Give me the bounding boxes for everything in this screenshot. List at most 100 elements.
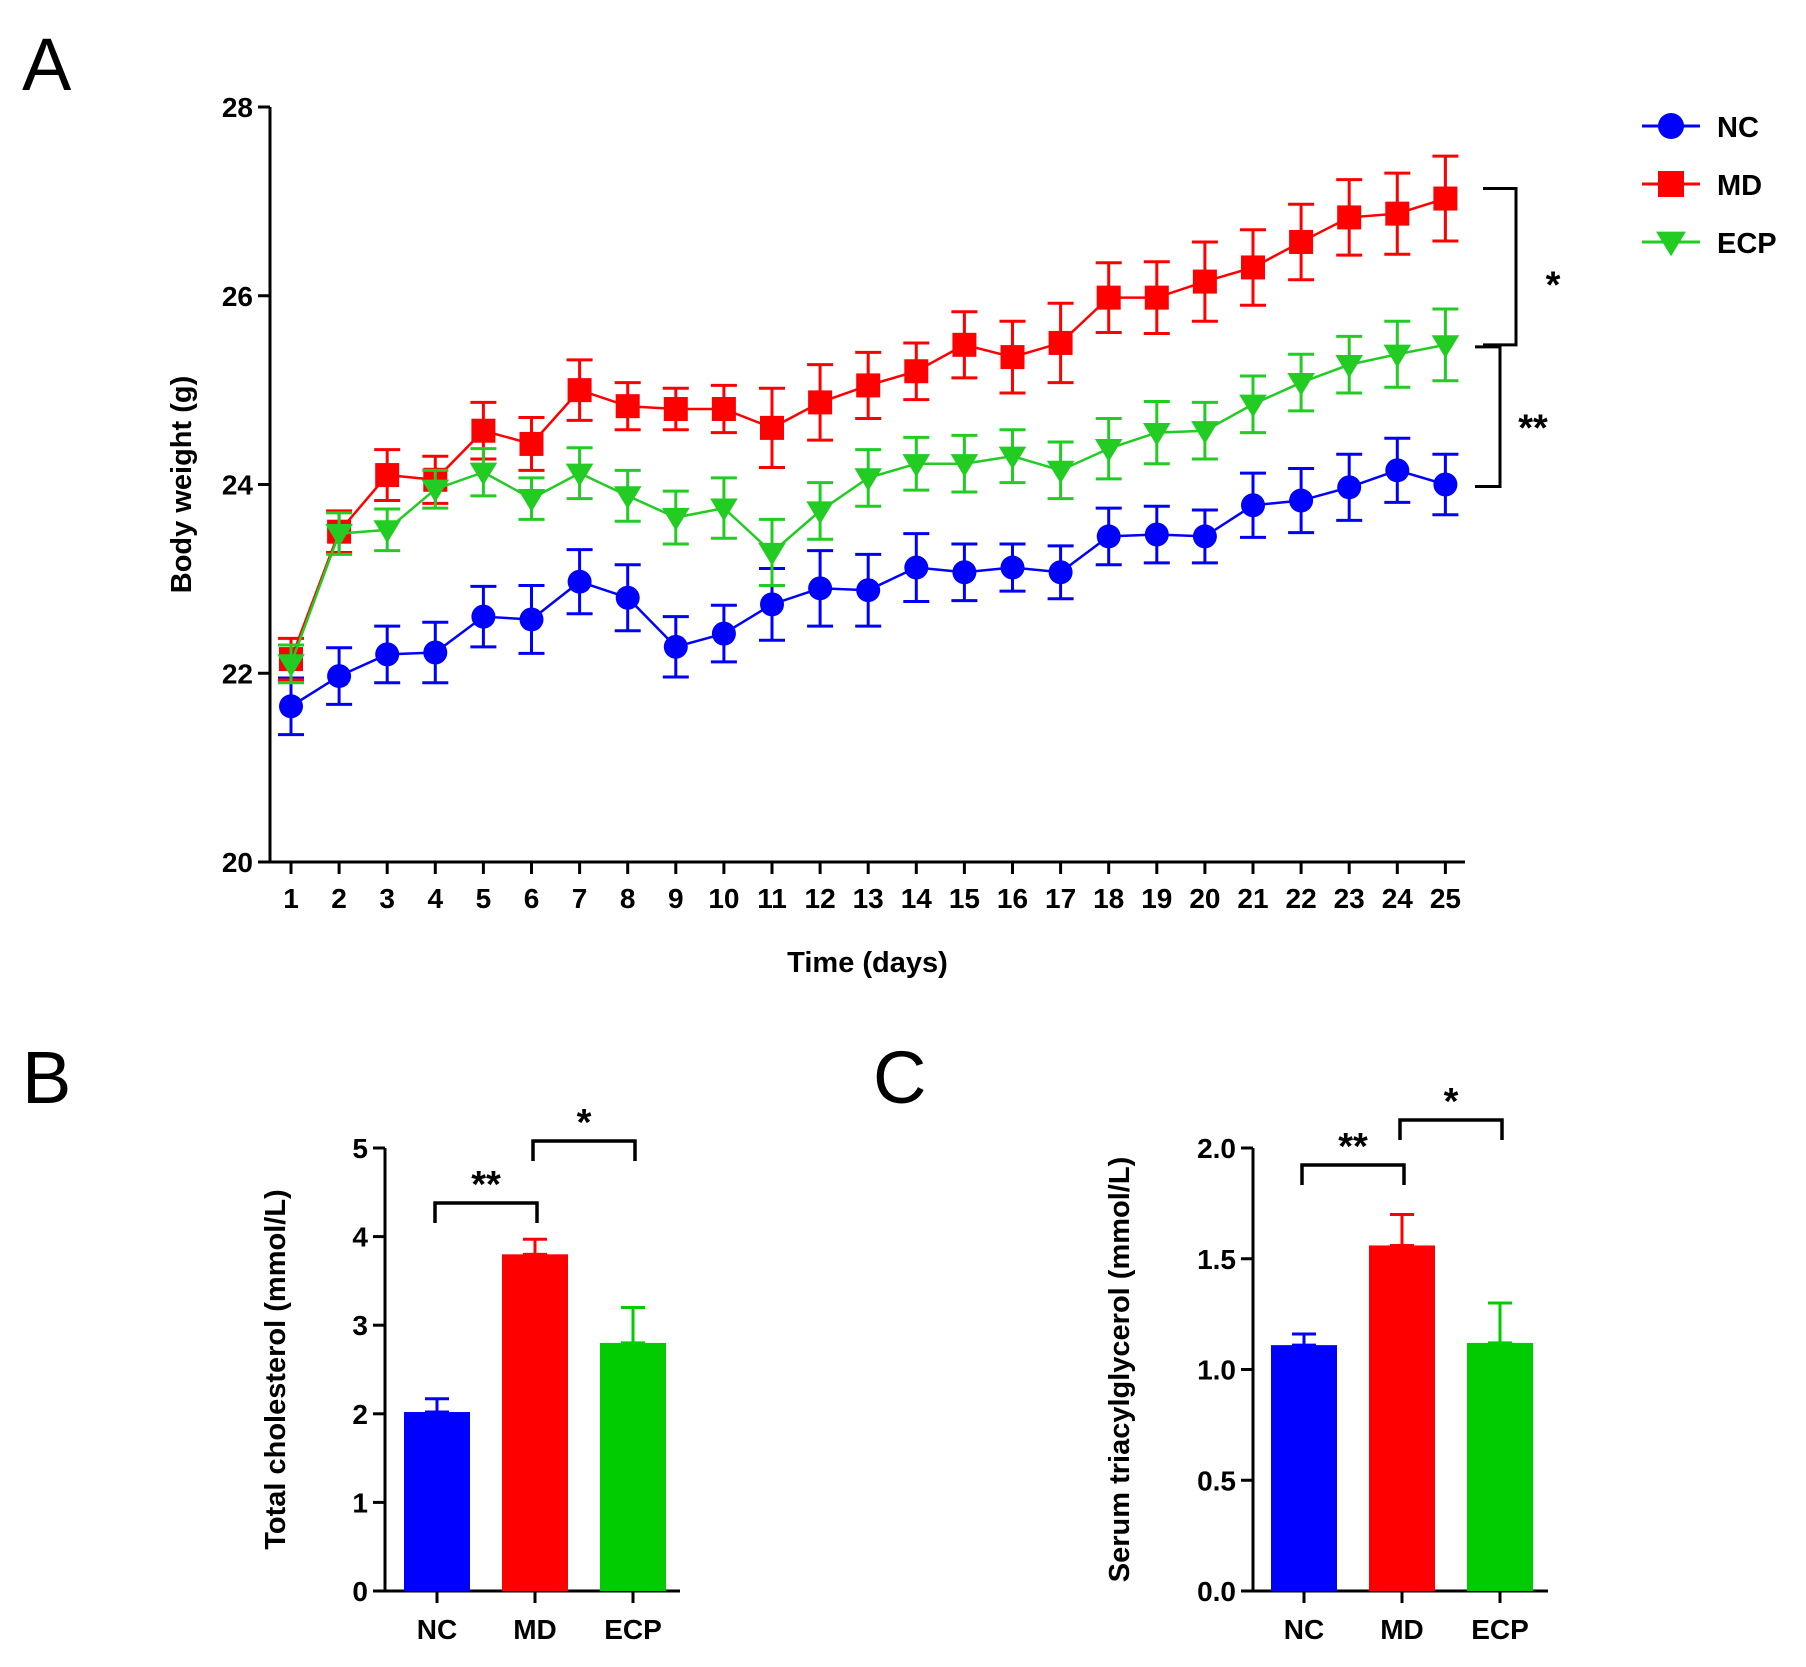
data-point	[904, 359, 929, 384]
data-point	[1385, 201, 1410, 226]
x-tick-label: 19	[1141, 883, 1172, 914]
data-point	[277, 654, 305, 678]
x-tick-label: 10	[708, 883, 739, 914]
data-point	[375, 463, 400, 488]
legend-marker	[1658, 171, 1684, 197]
error-bar	[1488, 1301, 1512, 1345]
x-tick-label: 3	[379, 883, 395, 914]
y-tick-label: 1.5	[1197, 1244, 1236, 1275]
x-tick-label: 18	[1093, 883, 1124, 914]
x-tick-label: 12	[805, 883, 836, 914]
significance-bracket	[531, 1139, 637, 1161]
significance-label: **	[471, 1164, 501, 1206]
data-point	[1433, 186, 1458, 211]
data-point	[711, 621, 736, 646]
data-point	[1335, 355, 1363, 378]
data-point	[854, 468, 882, 492]
legend-label: MD	[1717, 170, 1762, 202]
y-axis-title: Serum triacylglycerol (mmol/L)	[1104, 1157, 1136, 1582]
panel-label-a: A	[22, 23, 72, 106]
data-point	[375, 642, 400, 667]
series-md	[278, 154, 1459, 682]
data-point	[952, 560, 977, 585]
data-point	[567, 378, 592, 403]
x-tick-label: 13	[853, 883, 884, 914]
y-tick-label: 4	[352, 1222, 368, 1253]
legend-item-nc: NC	[1642, 112, 1759, 144]
legend-marker	[1658, 113, 1684, 139]
y-axis-title: Body weight (g)	[166, 376, 198, 593]
legend-item-md: MD	[1642, 170, 1762, 202]
data-point	[469, 462, 498, 486]
data-point	[808, 390, 833, 415]
data-point	[760, 415, 784, 440]
data-point	[613, 486, 642, 510]
significance-label: **	[1518, 408, 1548, 450]
legend-marker	[1656, 231, 1686, 257]
data-point	[663, 397, 688, 421]
data-point	[423, 640, 448, 665]
data-point	[1287, 372, 1315, 396]
error-bar	[523, 1237, 547, 1256]
y-tick-label: 0	[352, 1576, 368, 1607]
y-tick-label: 0.0	[1197, 1576, 1236, 1607]
y-tick-label: 5	[352, 1133, 368, 1164]
y-tick-label: 22	[222, 658, 253, 689]
y-tick-label: 28	[222, 92, 253, 123]
error-bar	[1390, 1212, 1414, 1247]
x-tick-label: 25	[1430, 883, 1461, 914]
x-tick-label: ECP	[1471, 1614, 1529, 1645]
y-tick-label: 2	[352, 1399, 368, 1430]
panel-label-c: C	[873, 1036, 926, 1119]
data-point	[519, 431, 544, 456]
legend-label: ECP	[1717, 228, 1777, 260]
error-bar	[621, 1305, 645, 1345]
data-point	[711, 397, 736, 421]
data-point	[421, 479, 450, 503]
data-point	[615, 394, 640, 419]
data-point	[327, 664, 352, 689]
x-tick-label: 9	[668, 883, 684, 914]
data-point	[567, 569, 592, 594]
x-tick-label: NC	[1284, 1614, 1324, 1645]
error-bar	[1292, 1332, 1316, 1347]
bracket-ecp-nc	[1475, 345, 1502, 488]
data-point	[904, 555, 929, 580]
y-tick-label: 1	[352, 1487, 368, 1518]
bar	[1369, 1245, 1435, 1591]
data-point	[1094, 439, 1123, 462]
series-ecp	[277, 307, 1460, 685]
bar	[502, 1254, 568, 1591]
legend-label: NC	[1717, 112, 1759, 144]
significance-label: *	[1444, 1081, 1459, 1123]
data-point	[950, 454, 979, 477]
data-point	[471, 604, 496, 629]
data-point	[517, 489, 546, 512]
y-tick-label: 26	[222, 281, 253, 312]
x-tick-label: 17	[1045, 883, 1076, 914]
significance-bracket	[1398, 1118, 1504, 1140]
data-point	[952, 332, 977, 357]
data-point	[806, 501, 834, 525]
bar	[404, 1412, 470, 1591]
data-point	[1000, 345, 1025, 370]
data-point	[471, 418, 496, 443]
data-point	[662, 507, 690, 531]
significance-label: *	[1546, 265, 1561, 307]
data-point	[902, 454, 931, 477]
panel-c: C 0.0 0.5 1.0 1.5 2.0 Serum triacylglycerol (m…	[873, 1036, 1548, 1645]
x-tick-label: 24	[1382, 883, 1414, 914]
data-point	[1241, 255, 1265, 280]
data-point	[1192, 524, 1217, 549]
data-point	[565, 463, 594, 487]
data-point	[325, 523, 353, 547]
x-tick-label: 5	[476, 883, 492, 914]
x-tick-label: 4	[428, 883, 444, 914]
bar	[1271, 1345, 1337, 1591]
x-axis-title: Time (days)	[787, 947, 948, 979]
y-tick-label: 3	[352, 1310, 368, 1341]
x-tick-label: 20	[1189, 883, 1220, 914]
y-tick-label: 20	[222, 847, 253, 878]
